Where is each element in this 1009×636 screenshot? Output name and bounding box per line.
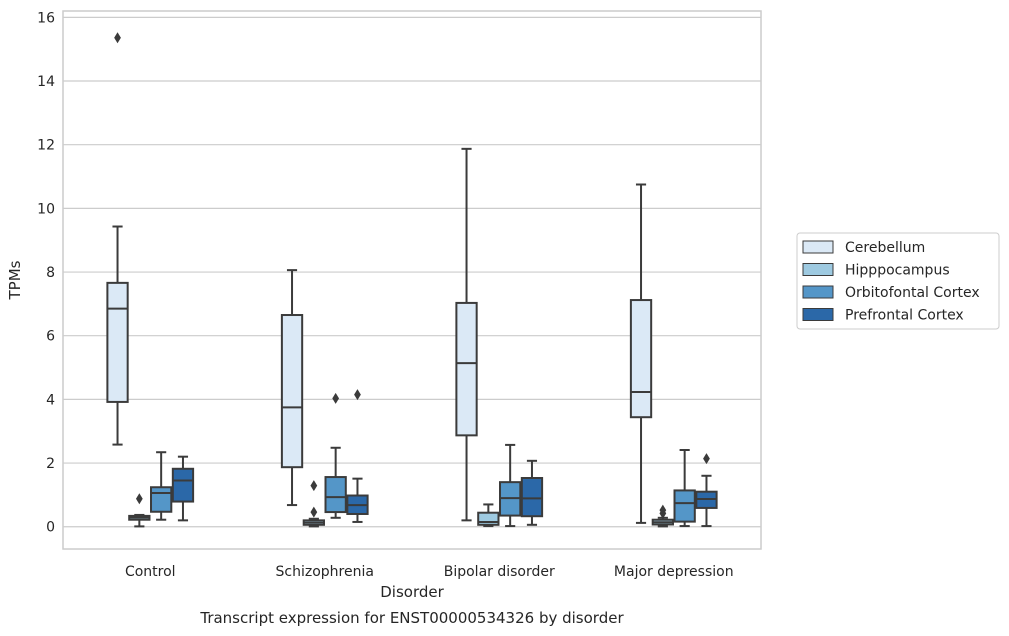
box-iqr [477, 511, 500, 526]
outlier-point [332, 392, 340, 404]
box-group [346, 389, 369, 523]
plot-frame [62, 10, 762, 550]
outlier-point [354, 389, 361, 401]
outlier-point [135, 493, 143, 505]
box-group [302, 480, 325, 528]
box-group [673, 448, 696, 528]
y-tick-label: 2 [46, 456, 55, 472]
box-iqr [280, 314, 304, 469]
y-axis-label: TPMs [6, 260, 24, 300]
legend-label: Cerebellum [845, 240, 925, 256]
legend-frame [796, 232, 1000, 330]
x-tick-label: Schizophrenia [276, 564, 374, 580]
outlier-point [659, 504, 667, 516]
box-group [520, 459, 544, 526]
box-group [150, 451, 173, 521]
box-iqr [673, 489, 696, 523]
y-tick-label: 8 [46, 265, 55, 281]
y-tick-label: 12 [37, 138, 55, 154]
y-tick-label: 14 [37, 74, 55, 90]
legend-label: Hipppocampus [845, 263, 950, 279]
box-iqr [455, 301, 478, 437]
box-group [171, 455, 195, 522]
box-group [455, 147, 478, 522]
box-group [695, 453, 718, 528]
y-tick-label: 0 [46, 520, 55, 536]
box-group [629, 183, 653, 524]
legend-swatch [802, 240, 834, 254]
x-tick-label: Control [125, 564, 176, 580]
x-tick-label: Bipolar disorder [444, 564, 555, 580]
x-axis-label: Disorder [380, 583, 444, 601]
box-group [280, 269, 304, 507]
chart-caption: Transcript expression for ENST0000053432… [199, 609, 624, 627]
box-group [477, 503, 500, 528]
box-group [128, 493, 151, 528]
outlier-point [703, 453, 710, 465]
y-tick-labels: 0 2 4 6 8 10 12 14 16 [37, 10, 55, 535]
outlier-point [310, 506, 318, 518]
box-iqr [171, 467, 195, 503]
legend-swatch [802, 263, 834, 276]
box-group [499, 443, 522, 528]
x-tick-labels: Control Schizophrenia Bipolar disorder Majo… [125, 564, 734, 580]
y-tick-label: 16 [37, 10, 55, 26]
legend: Cerebellum Hipppocampus Orbitofontal Corte… [796, 232, 1000, 330]
outlier-point [310, 480, 318, 492]
legend-label: Orbitofontal Cortex [845, 285, 980, 301]
y-tick-label: 10 [37, 201, 55, 217]
legend-swatch [802, 308, 834, 321]
box-iqr [324, 476, 347, 514]
box-group [324, 392, 347, 519]
outlier-point [114, 32, 121, 44]
legend-swatch [802, 285, 834, 299]
legend-label: Prefrontal Cortex [845, 308, 964, 324]
y-tick-label: 6 [46, 329, 55, 345]
box-group [651, 504, 674, 528]
y-tick-label: 4 [46, 392, 55, 408]
box-group [106, 32, 129, 446]
box-layer [106, 32, 718, 528]
x-tick-label: Major depression [614, 564, 734, 580]
box-iqr [106, 281, 129, 403]
plot-background [63, 11, 761, 549]
box-iqr [520, 477, 544, 518]
grid-layer [63, 16, 761, 528]
box-iqr [629, 299, 653, 419]
box-iqr [150, 486, 173, 513]
